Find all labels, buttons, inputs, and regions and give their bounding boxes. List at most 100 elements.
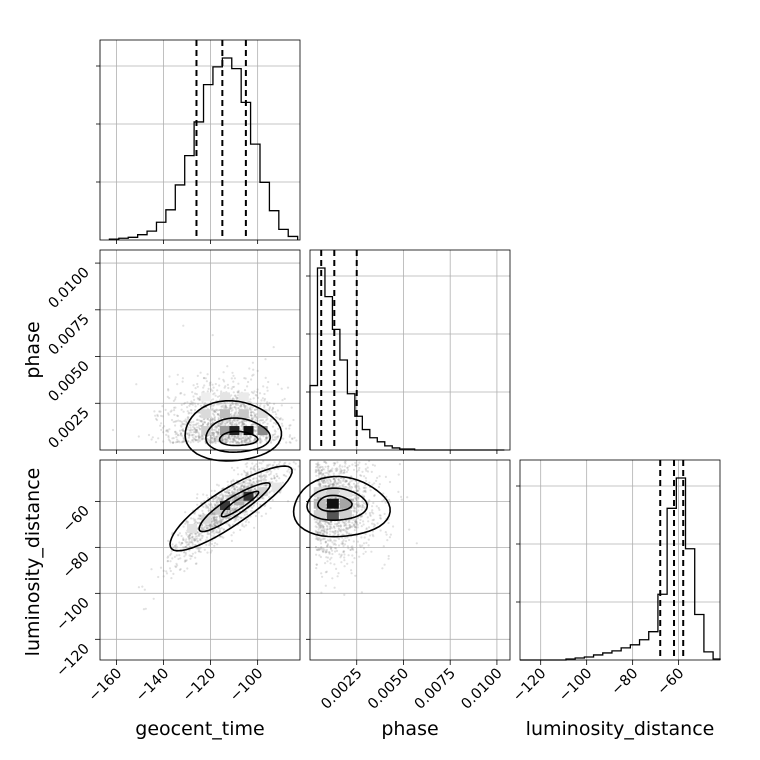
- scatter-point: [209, 504, 212, 507]
- scatter-point: [174, 430, 177, 433]
- scatter-point: [356, 540, 359, 543]
- scatter-point: [239, 432, 242, 435]
- scatter-point: [315, 526, 318, 529]
- scatter-point: [191, 428, 194, 432]
- scatter-point: [204, 524, 207, 527]
- scatter-point: [371, 522, 374, 525]
- scatter-point: [322, 481, 325, 484]
- scatter-point: [266, 389, 269, 392]
- scatter-point: [346, 562, 349, 565]
- scatter-point: [211, 409, 214, 412]
- scatter-point: [253, 425, 256, 429]
- scatter-point: [202, 421, 205, 424]
- scatter-point: [188, 432, 191, 435]
- scatter-point: [211, 515, 214, 518]
- scatter-point: [206, 390, 209, 393]
- scatter-point: [283, 474, 286, 477]
- scatter-point: [384, 475, 387, 478]
- scatter-point: [319, 555, 322, 559]
- scatter-point: [215, 440, 218, 443]
- scatter-point: [238, 482, 242, 485]
- scatter-point: [290, 437, 294, 440]
- scatter-point: [243, 419, 246, 422]
- scatter-point: [185, 541, 188, 544]
- scatter-point: [214, 436, 218, 439]
- scatter-point: [235, 442, 239, 445]
- scatter-point: [211, 519, 214, 522]
- scatter-point: [187, 416, 190, 419]
- scatter-point: [215, 519, 218, 523]
- scatter-point: [240, 441, 243, 444]
- scatter-point: [241, 442, 244, 445]
- scatter-point: [252, 481, 255, 484]
- scatter-point: [266, 403, 269, 407]
- scatter-point: [326, 525, 329, 528]
- scatter-point: [194, 535, 197, 538]
- scatter-point: [231, 491, 234, 494]
- scatter-point: [241, 493, 244, 496]
- scatter-point: [256, 419, 259, 422]
- scatter-point: [169, 560, 172, 563]
- scatter-point: [196, 397, 199, 400]
- scatter-point: [230, 394, 233, 397]
- density-cell: [229, 426, 240, 436]
- scatter-point: [357, 463, 360, 466]
- density-cell: [243, 426, 254, 436]
- scatter-point: [142, 608, 145, 611]
- scatter-point: [271, 434, 274, 437]
- scatter-point: [239, 487, 242, 490]
- scatter-point: [200, 436, 203, 439]
- scatter-point: [223, 422, 226, 425]
- scatter-point: [186, 432, 189, 435]
- scatter-point: [196, 522, 199, 525]
- scatter-point: [229, 404, 232, 407]
- scatter-point: [217, 428, 220, 431]
- scatter-point: [388, 498, 391, 502]
- scatter-point: [224, 438, 227, 441]
- scatter-point: [340, 469, 343, 472]
- scatter-point: [234, 435, 237, 438]
- scatter-point: [315, 563, 318, 566]
- scatter-point: [181, 422, 184, 425]
- scatter-point: [211, 431, 214, 434]
- panel-frame: [99, 39, 301, 241]
- scatter-point: [333, 525, 336, 528]
- scatter-point: [270, 441, 273, 444]
- scatter-point: [237, 422, 240, 425]
- scatter-point: [220, 492, 223, 495]
- scatter-point: [196, 535, 199, 538]
- scatter-point: [248, 481, 252, 485]
- scatter-point: [177, 533, 180, 536]
- scatter-point: [225, 510, 228, 513]
- scatter-point: [253, 468, 256, 471]
- density-cells: [313, 487, 352, 521]
- scatter-point: [200, 527, 203, 530]
- scatter-point: [258, 437, 261, 440]
- scatter-point: [224, 385, 227, 388]
- scatter-point: [267, 463, 270, 466]
- scatter-point: [261, 475, 264, 478]
- scatter-point: [213, 520, 216, 523]
- scatter-point: [241, 432, 244, 435]
- scatter-point: [269, 419, 272, 423]
- scatter-point: [266, 422, 269, 425]
- scatter-point: [318, 522, 321, 525]
- scatter-point: [229, 437, 232, 440]
- scatter-point: [242, 437, 245, 440]
- scatter-point: [208, 532, 212, 536]
- scatter-point: [322, 525, 325, 528]
- scatter-point: [225, 512, 228, 516]
- scatter-point: [238, 487, 241, 490]
- scatter-point: [183, 551, 186, 554]
- scatter-point: [221, 439, 224, 442]
- scatter-point: [254, 438, 257, 441]
- scatter-point: [225, 421, 228, 424]
- scatter-point: [361, 500, 364, 503]
- scatter-point: [252, 483, 255, 486]
- density-cell: [238, 392, 249, 402]
- scatter-point: [377, 506, 380, 510]
- scatter-point: [224, 436, 227, 439]
- scatter-point: [244, 439, 247, 442]
- scatter-point: [372, 518, 375, 521]
- scatter-point: [225, 441, 228, 444]
